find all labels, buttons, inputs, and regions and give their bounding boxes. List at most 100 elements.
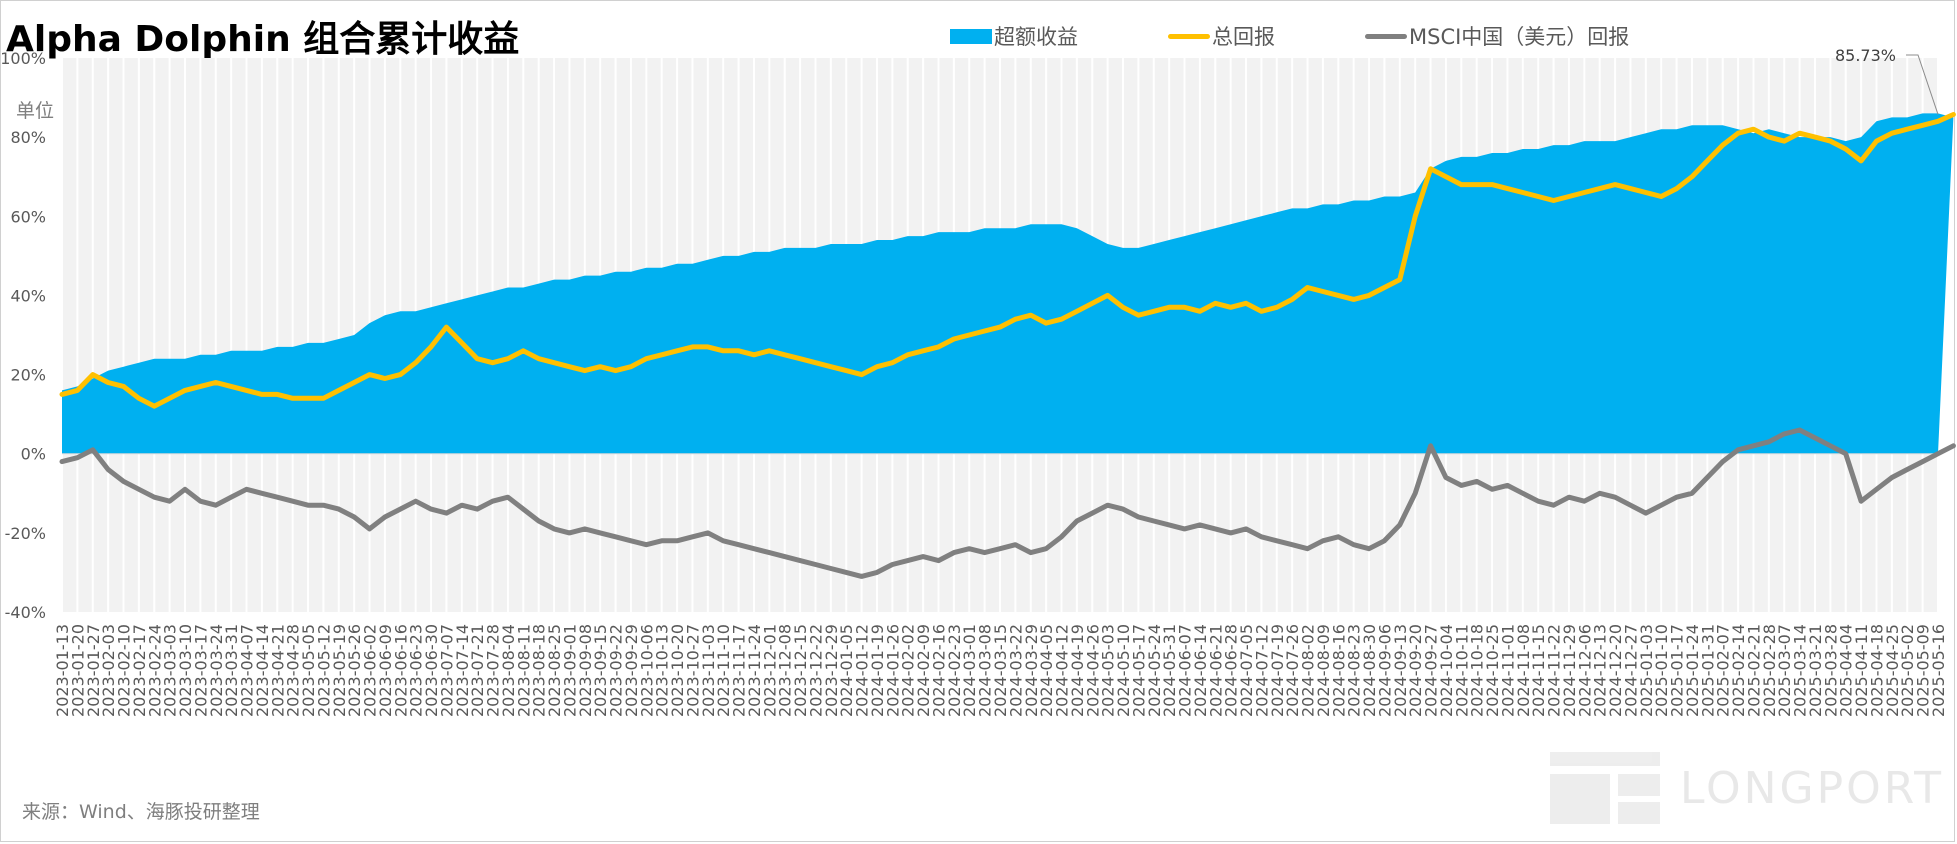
x-tick-label: 2024-05-31: [1160, 624, 1179, 717]
x-tick-label: 2023-01-20: [68, 624, 87, 717]
x-tick-label: 2024-01-12: [853, 624, 872, 717]
x-tick-label: 2023-09-08: [576, 624, 595, 717]
x-tick-label: 2024-08-23: [1345, 624, 1364, 717]
x-tick-label: 2025-02-21: [1744, 624, 1763, 717]
annotation-label: 85.73%: [1835, 46, 1896, 65]
y-tick-label: -40%: [5, 603, 46, 622]
x-tick-label: 2023-10-27: [683, 624, 702, 717]
x-tick-label: 2024-09-13: [1391, 624, 1410, 717]
x-tick-label: 2023-06-30: [422, 624, 441, 717]
x-tick-label: 2024-12-06: [1575, 624, 1594, 717]
x-tick-label: 2023-01-13: [53, 624, 72, 717]
watermark: LONGPORT: [1550, 752, 1944, 824]
x-tick-label: 2024-06-21: [1206, 624, 1225, 717]
x-tick-label: 2024-07-05: [1237, 624, 1256, 717]
x-tick-label: 2024-08-02: [1299, 624, 1318, 717]
x-tick-label: 2024-06-14: [1191, 624, 1210, 717]
series-line-msci-china: [59, 427, 1956, 579]
x-tick-label: 2024-01-05: [837, 624, 856, 717]
x-tick-label: 2024-03-01: [960, 624, 979, 717]
legend-label: 总回报: [1212, 25, 1275, 49]
x-tick-label: 2025-01-03: [1637, 624, 1656, 717]
x-tick-label: 2023-11-10: [714, 624, 733, 717]
x-tick-label: 2023-06-09: [376, 624, 395, 717]
x-tick-label: 2025-03-14: [1791, 624, 1810, 717]
x-tick-label: 2023-10-13: [653, 624, 672, 717]
x-tick-label: 2024-03-15: [991, 624, 1010, 717]
x-tick-label: 2024-07-12: [1252, 624, 1271, 717]
x-tick-label: 2024-10-11: [1452, 624, 1471, 717]
x-tick-label: 2025-01-31: [1698, 624, 1717, 717]
x-tick-label: 2023-07-28: [484, 624, 503, 717]
x-tick-label: 2024-05-24: [1145, 624, 1164, 717]
x-tick-label: 2024-02-23: [945, 624, 964, 717]
legend-line-swatch: [1365, 33, 1407, 39]
x-tick-label: 2023-04-21: [268, 624, 287, 717]
x-tick-label: 2023-03-24: [207, 624, 226, 717]
x-tick-label: 2024-09-20: [1406, 624, 1425, 717]
x-tick-label: 2024-11-01: [1498, 624, 1517, 717]
annotation-leader: [1906, 54, 1939, 115]
y-tick-label: -20%: [5, 524, 46, 543]
x-tick-label: 2025-01-10: [1652, 624, 1671, 717]
x-tick-label: 2023-04-28: [284, 624, 303, 717]
x-tick-label: 2024-03-08: [976, 624, 995, 717]
legend-item-excess-return: 超额收益: [950, 21, 1078, 51]
x-tick-label: 2023-12-08: [776, 624, 795, 717]
x-tick-label: 2023-07-21: [468, 624, 487, 717]
x-tick-label: 2024-08-30: [1360, 624, 1379, 717]
x-tick-label: 2023-05-26: [345, 624, 364, 717]
legend-item-msci-china: MSCI中国（美元）回报: [1365, 21, 1629, 51]
x-tick-label: 2023-04-14: [253, 624, 272, 717]
x-tick-label: 2024-04-19: [1068, 624, 1087, 717]
legend-line-swatch: [1168, 33, 1210, 39]
x-tick-label: 2025-03-21: [1806, 624, 1825, 717]
x-tick-label: 2024-06-28: [1222, 624, 1241, 717]
x-tick-label: 2023-02-24: [145, 624, 164, 717]
x-tick-label: 2023-05-05: [299, 624, 318, 717]
x-tick-label: 2023-10-06: [637, 624, 656, 717]
legend-label: MSCI中国（美元）回报: [1409, 25, 1630, 49]
x-tick-label: 2024-10-25: [1483, 624, 1502, 717]
x-tick-label: 2024-01-26: [883, 624, 902, 717]
legend-item-total-return: 总回报: [1168, 21, 1275, 51]
x-tick-label: 2025-05-02: [1898, 624, 1917, 717]
x-tick-label: 2023-11-03: [699, 624, 718, 717]
x-tick-label: 2025-02-28: [1760, 624, 1779, 717]
x-tick-label: 2023-08-04: [499, 624, 518, 717]
x-tick-label: 2023-03-31: [222, 624, 241, 717]
x-tick-label: 2024-04-26: [1083, 624, 1102, 717]
x-tick-label: 2024-03-22: [1006, 624, 1025, 717]
x-tick-label: 2024-02-09: [914, 624, 933, 717]
x-tick-label: 2024-11-15: [1529, 624, 1548, 717]
x-tick-label: 2024-10-18: [1468, 624, 1487, 717]
x-tick-label: 2023-11-17: [730, 624, 749, 717]
x-tick-label: 2025-02-07: [1714, 624, 1733, 717]
x-tick-label: 2023-12-01: [760, 624, 779, 717]
x-tick-label: 2024-01-19: [868, 624, 887, 717]
x-tick-label: 2024-07-26: [1283, 624, 1302, 717]
y-tick-label: 40%: [10, 286, 46, 305]
legend-area-swatch: [950, 28, 992, 44]
y-tick-label: 0%: [21, 445, 46, 464]
x-tick-label: 2024-09-06: [1375, 624, 1394, 717]
x-tick-label: 2023-04-07: [238, 624, 257, 717]
x-tick-label: 2023-07-14: [453, 624, 472, 717]
x-tick-label: 2023-08-25: [545, 624, 564, 717]
x-tick-label: 2023-06-02: [361, 624, 380, 717]
series-area-excess-return: [62, 113, 1954, 454]
x-tick-label: 2024-03-29: [1022, 624, 1041, 717]
x-tick-label: 2024-10-04: [1437, 624, 1456, 717]
y-tick-label: 80%: [10, 128, 46, 147]
source-note: 来源：Wind、海豚投研整理: [22, 801, 260, 823]
x-tick-label: 2023-12-29: [822, 624, 841, 717]
x-tick-label: 2025-05-09: [1914, 624, 1933, 717]
x-tick-label: 2023-10-20: [668, 624, 687, 717]
x-tick-label: 2023-09-01: [560, 624, 579, 717]
x-tick-label: 2024-12-13: [1591, 624, 1610, 717]
x-tick-label: 2025-05-16: [1929, 624, 1948, 717]
chart-legend: 超额收益 总回报 MSCI中国（美元）回报: [950, 20, 1629, 52]
x-tick-label: 2024-11-22: [1545, 624, 1564, 717]
